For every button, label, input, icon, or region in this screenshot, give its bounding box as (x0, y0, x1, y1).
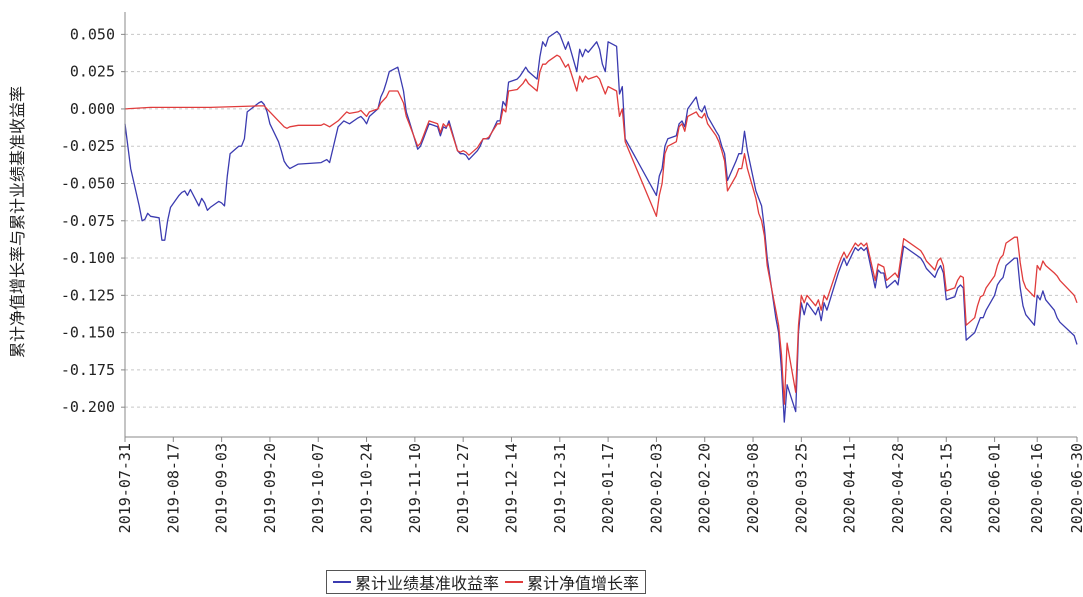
y-tick-label: -0.150 (61, 324, 115, 342)
x-tick-label: 2019-08-17 (164, 443, 182, 533)
x-axis-ticks: 2019-07-31 2019-08-17 2019-09-03 2019-09-20… (116, 437, 1083, 533)
x-tick-label: 2019-11-10 (406, 443, 424, 533)
x-tick-label: 2020-03-25 (792, 443, 810, 533)
x-tick-label: 2019-09-03 (213, 443, 231, 533)
series-lines (124, 30, 1078, 423)
y-tick-label: -0.075 (61, 212, 115, 230)
y-tick-label: -0.200 (61, 398, 115, 416)
series-line-0 (124, 30, 1078, 423)
grid-lines (125, 33, 1077, 408)
x-tick-label: 2020-02-20 (696, 443, 714, 533)
y-tick-label: 0.050 (70, 25, 115, 43)
x-tick-label: 2020-06-01 (986, 443, 1004, 533)
x-tick-label: 2019-10-24 (358, 443, 376, 533)
x-tick-label: 2019-12-31 (551, 443, 569, 533)
x-tick-label: 2020-01-17 (599, 443, 617, 533)
x-tick-label: 2020-02-03 (647, 443, 665, 533)
y-tick-label: -0.125 (61, 286, 115, 304)
x-tick-label: 2019-11-27 (454, 443, 472, 533)
y-tick-label: -0.050 (61, 174, 115, 192)
x-tick-label: 2019-09-20 (261, 443, 279, 533)
x-tick-label: 2019-07-31 (116, 443, 134, 533)
legend-swatch-nav (505, 581, 524, 583)
y-axis-label: 累计净值增长率与累计业绩基准收益率 (8, 86, 27, 358)
y-axis-ticks: 0.050 0.025 0.000 -0.025 -0.050 -0.075 -0.100 -… (61, 25, 125, 416)
legend-item-nav: 累计净值增长率 (505, 570, 639, 594)
y-tick-label: -0.025 (61, 137, 115, 155)
x-tick-label: 2020-03-08 (744, 443, 762, 533)
x-tick-label: 2020-06-16 (1028, 443, 1046, 533)
series-line-1 (124, 54, 1078, 405)
x-tick-label: 2020-05-15 (937, 443, 955, 533)
legend-label-benchmark: 累计业绩基准收益率 (355, 574, 500, 593)
y-tick-label: 0.025 (70, 63, 115, 81)
y-tick-label: -0.100 (61, 249, 115, 267)
x-tick-label: 2019-10-07 (309, 443, 327, 533)
legend-item-benchmark: 累计业绩基准收益率 (333, 570, 499, 594)
x-tick-label: 2020-04-11 (841, 443, 859, 533)
x-tick-label: 2019-12-14 (502, 443, 520, 533)
y-tick-label: 0.000 (70, 100, 115, 118)
x-tick-label: 2020-04-28 (889, 443, 907, 533)
y-tick-label: -0.175 (61, 361, 115, 379)
legend-swatch-benchmark (333, 581, 351, 583)
legend: 累计业绩基准收益率 累计净值增长率 (326, 570, 647, 594)
legend-label-nav: 累计净值增长率 (527, 574, 640, 593)
x-tick-label: 2020-06-30 (1068, 443, 1083, 533)
